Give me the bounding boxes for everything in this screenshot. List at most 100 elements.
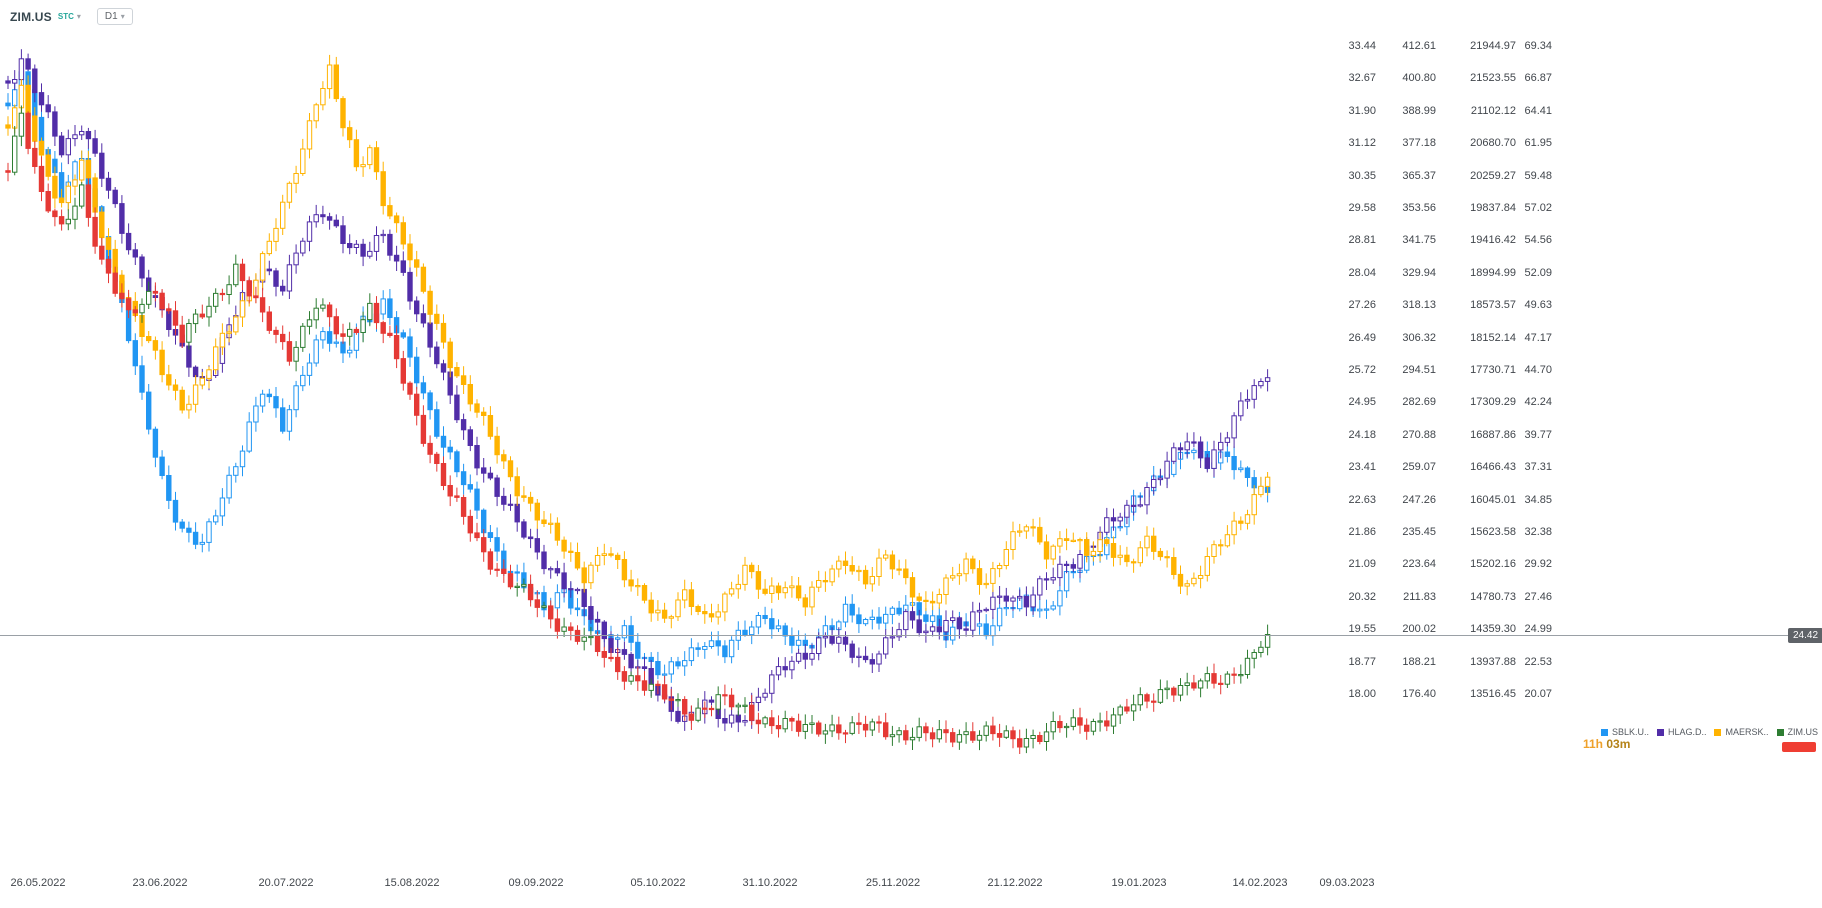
chevron-down-icon: ▾ [120,12,125,21]
price-scale-label-zim: 47.17 [1524,331,1552,344]
date-axis-label: 14.02.2023 [1232,877,1288,889]
price-scale-label-sblk: 18.77 [1348,655,1376,668]
price-scale-label-zim: 66.87 [1524,72,1552,85]
price-scale-label-hlag: 235.45 [1402,526,1436,538]
chevron-down-icon[interactable]: ▾ [76,12,81,21]
price-scale-label-zim: 32.38 [1524,526,1552,538]
price-scale-label-zim: 37.31 [1524,461,1552,474]
price-scale-label-sblk: 27.26 [1348,299,1376,312]
price-scale-label-zim: 59.48 [1524,169,1552,182]
series-color-swatch [1714,728,1722,736]
price-scale-label-maersk: 20259.27 [1470,169,1516,182]
price-scale-label-zim: 52.09 [1524,266,1552,279]
price-scale-label-sblk: 26.49 [1348,331,1376,344]
date-axis-label: 31.10.2022 [742,877,798,889]
price-scale-label-sblk: 19.55 [1348,623,1376,636]
price-scale-label-sblk: 29.58 [1348,202,1376,214]
price-scale-label-maersk: 15623.58 [1470,526,1516,538]
date-axis-label: 20.07.2022 [258,877,314,889]
price-scale-label-maersk: 20680.70 [1470,137,1516,150]
price-scale-label-hlag: 306.32 [1402,331,1436,344]
price-scale-label-hlag: 400.80 [1402,72,1436,85]
price-scale-label-maersk: 18994.99 [1470,266,1516,279]
price-scale-label-maersk: 18152.14 [1470,331,1516,344]
price-scale-label-sblk: 24.18 [1348,428,1376,441]
series-color-swatch [1776,728,1784,736]
price-scale-label-sblk: 22.63 [1348,493,1376,506]
date-axis-label: 23.06.2022 [132,877,188,889]
price-scale-label-maersk: 13516.45 [1470,688,1516,700]
price-scale-label-sblk: 31.90 [1348,104,1376,117]
legend-item-label: ZIM.US [1787,727,1819,737]
price-scale-label-zim: 54.56 [1524,234,1552,247]
price-scale-label-hlag: 211.83 [1403,590,1436,603]
date-axis-label: 26.05.2022 [10,877,66,889]
price-scale-label-maersk: 16045.01 [1470,493,1516,506]
price-scale-label-sblk: 20.32 [1348,590,1376,603]
date-axis-label: 05.10.2022 [630,877,686,889]
price-scale-label-hlag: 259.07 [1402,461,1436,474]
date-axis-label: 09.03.2023 [1319,877,1375,889]
price-scale-label-hlag: 270.88 [1402,428,1436,441]
price-scale-label-sblk: 24.95 [1348,396,1376,409]
price-scale-label-zim: 69.34 [1524,40,1552,52]
price-scale-label-zim: 29.92 [1524,558,1552,571]
price-scale-label-hlag: 412.61 [1402,40,1436,52]
countdown-minutes: 03m [1606,737,1631,751]
price-scale-label-sblk: 30.35 [1348,169,1376,182]
price-scale-label-hlag: 223.64 [1402,558,1436,571]
price-scale-label-hlag: 365.37 [1402,169,1436,182]
price-scale-label-maersk: 19416.42 [1470,234,1516,247]
date-axis-label: 15.08.2022 [384,877,440,889]
price-scale-label-sblk: 28.81 [1348,234,1376,247]
price-scale-label-maersk: 15202.16 [1470,558,1516,571]
price-scale-label-hlag: 318.13 [1402,299,1436,312]
price-scale-label-sblk: 18.00 [1348,688,1376,700]
price-scale-label-hlag: 341.75 [1402,234,1436,247]
price-scale-label-zim: 49.63 [1524,299,1552,312]
date-axis-label: 09.09.2022 [508,877,564,889]
series-color-swatch [1656,728,1664,736]
price-scale-label-hlag: 388.99 [1402,104,1436,117]
price-scale-label-zim: 27.46 [1524,590,1552,603]
price-scale-label-maersk: 17309.29 [1470,396,1516,409]
symbol-label[interactable]: ZIM.US [10,9,52,24]
zim-price-flag [1782,742,1816,752]
date-axis-label: 21.12.2022 [987,877,1043,889]
price-scale-label-maersk: 16466.43 [1470,461,1516,474]
price-scale-label-hlag: 188.21 [1402,655,1436,668]
timeframe-dropdown[interactable]: D1 ▾ [96,8,133,25]
price-scale-label-maersk: 17730.71 [1470,364,1516,376]
legend-item[interactable]: SBLK.U.. [1600,727,1649,737]
price-scale-label-zim: 44.70 [1524,364,1552,376]
legend-item-label: HLAG.D.. [1667,727,1707,737]
price-scale-label-zim: 57.02 [1524,202,1552,214]
price-scale-label-maersk: 14780.73 [1470,590,1516,603]
price-scale-label-zim: 39.77 [1524,428,1552,441]
price-scale-label-sblk: 21.09 [1348,558,1376,571]
price-scale-label-sblk: 32.67 [1348,72,1376,85]
price-scale-label-maersk: 21944.97 [1470,40,1516,52]
legend-item-label: MAERSK.. [1725,727,1769,737]
price-scale-label-zim: 34.85 [1524,493,1552,506]
price-scale-label-hlag: 247.26 [1402,493,1436,506]
price-scale-label-sblk: 33.44 [1348,40,1376,52]
price-scale-label-maersk: 21102.12 [1470,104,1516,117]
price-scale-label-hlag: 282.69 [1402,396,1436,409]
price-scale-label-zim: 22.53 [1524,655,1552,668]
legend-item[interactable]: HLAG.D.. [1656,727,1707,737]
price-scale-label-hlag: 353.56 [1402,202,1436,214]
price-scale-label-sblk: 28.04 [1348,266,1376,279]
countdown-hours: 11h [1583,737,1604,751]
legend: SBLK.U.. HLAG.D.. MAERSK.. ZIM.US [1600,727,1819,737]
chart-header: ZIM.US STC ▾ D1 ▾ [10,8,133,25]
price-scale-label-sblk: 31.12 [1348,137,1376,150]
session-countdown: 11h 03m [1583,737,1630,751]
legend-item[interactable]: ZIM.US [1776,727,1819,737]
price-scale-label-maersk: 21523.55 [1470,72,1516,85]
price-scale-label-zim: 61.95 [1524,137,1552,150]
price-scale-label-zim: 24.99 [1524,623,1552,636]
price-scale-label-zim: 64.41 [1524,104,1552,117]
legend-item[interactable]: MAERSK.. [1714,727,1769,737]
